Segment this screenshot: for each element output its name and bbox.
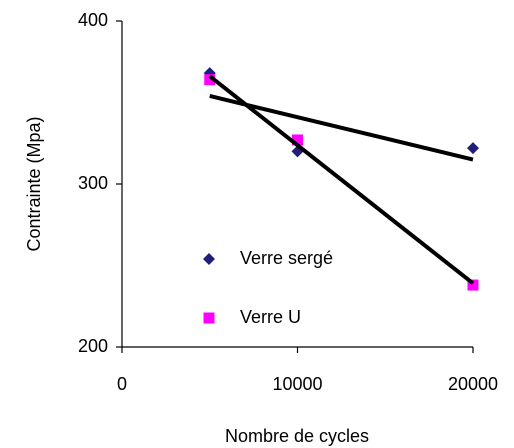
y-tick-label: 400 [78,10,108,30]
point [292,134,303,146]
trendline [208,74,475,285]
trendline [209,94,474,162]
point [204,74,216,86]
x-axis-title: Nombre de cycles [225,426,369,446]
legend-label: Verre sergé [240,248,333,268]
point [467,142,479,155]
point [467,279,479,291]
legend-label: Verre U [240,307,301,327]
y-axis-title: Contrainte (Mpa) [24,116,44,251]
x-tick-label: 0 [117,374,127,394]
x-tick-label: 10000 [272,374,322,394]
legend-marker [203,312,215,324]
y-tick-label: 300 [78,173,108,193]
x-tick-label: 20000 [448,374,498,394]
y-tick-label: 200 [78,336,108,356]
legend-marker [203,253,215,265]
